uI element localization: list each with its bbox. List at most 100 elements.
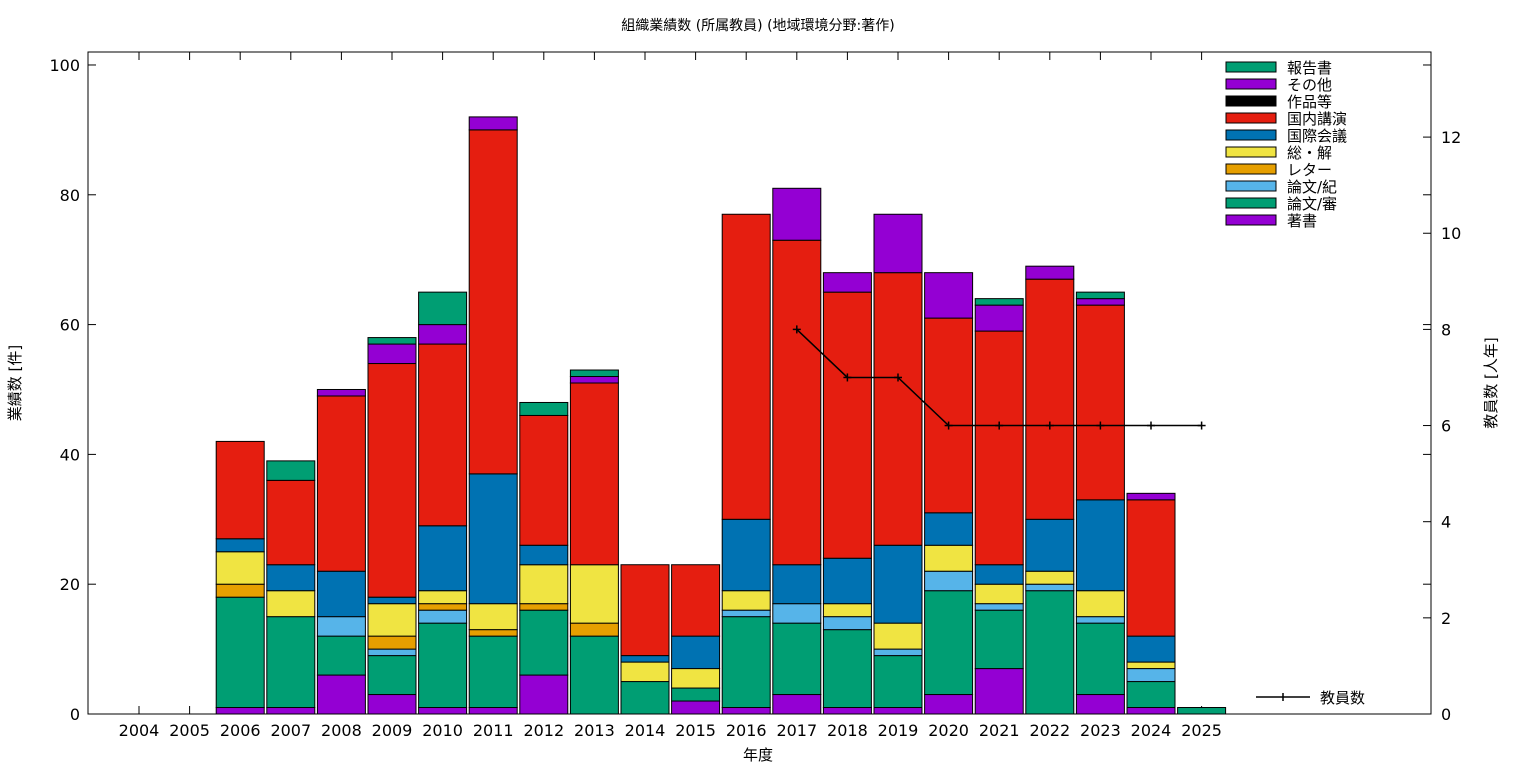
x-tick-label: 2004 xyxy=(119,721,160,740)
bar-segment xyxy=(924,272,974,319)
bar-segment xyxy=(569,564,619,624)
bar-segment xyxy=(1075,499,1125,592)
bar-segment xyxy=(721,518,771,592)
bar-segment xyxy=(316,616,366,637)
bar-segment xyxy=(468,629,518,637)
bar-segment xyxy=(772,187,822,241)
bar-segment xyxy=(215,583,265,598)
x-tick-label: 2022 xyxy=(1029,721,1070,740)
y-tick-label: 60 xyxy=(60,316,80,335)
bar-segment xyxy=(1075,616,1125,624)
bar-segment xyxy=(721,609,771,618)
bar-segment xyxy=(721,616,771,709)
y-axis-label: 業績数 [件] xyxy=(6,345,24,421)
bar-segment xyxy=(1025,278,1075,520)
line-legend-label: 教員数 xyxy=(1320,689,1365,707)
bar-segment xyxy=(924,317,974,514)
bar-segment xyxy=(924,512,974,546)
bar-segment xyxy=(1075,304,1125,501)
bar-segment xyxy=(519,564,569,605)
bar-segment xyxy=(873,622,923,650)
legend-swatch xyxy=(1225,129,1277,141)
bar-segment xyxy=(1025,518,1075,572)
bar-segment xyxy=(1126,661,1176,670)
bar-segment xyxy=(519,401,569,416)
bar-segment xyxy=(1025,583,1075,592)
bar-segment xyxy=(974,609,1024,670)
bar-segment xyxy=(569,369,619,378)
y-tick-label: 20 xyxy=(60,575,80,594)
x-tick-label: 2019 xyxy=(878,721,919,740)
bars xyxy=(215,116,1227,715)
legend-swatch xyxy=(1225,146,1277,158)
legend-label: その他 xyxy=(1287,76,1332,94)
bar-segment xyxy=(367,603,417,637)
bar-segment xyxy=(974,564,1024,585)
y2-tick-label: 12 xyxy=(1441,128,1461,147)
bar-segment xyxy=(468,116,518,131)
bar-segment xyxy=(924,694,974,715)
bar-segment xyxy=(367,337,417,345)
bar-segment xyxy=(215,440,265,540)
bar-segment xyxy=(974,583,1024,605)
y-tick-label: 0 xyxy=(70,705,80,724)
x-tick-label: 2015 xyxy=(675,721,716,740)
bar-segment xyxy=(519,609,569,676)
bar-segment xyxy=(215,551,265,585)
bar-segment xyxy=(671,564,721,637)
bar-segment xyxy=(367,343,417,365)
bar-segment xyxy=(316,395,366,572)
bar-segment xyxy=(772,603,822,624)
bar-segment xyxy=(266,590,316,618)
bar-segment xyxy=(1075,590,1125,618)
bar-segment xyxy=(1126,635,1176,663)
bar-segment xyxy=(772,622,822,696)
bar-segment xyxy=(266,616,316,709)
x-tick-label: 2016 xyxy=(726,721,767,740)
bar-segment xyxy=(418,590,468,605)
legend-label: レター xyxy=(1287,161,1332,179)
x-tick-label: 2025 xyxy=(1181,721,1222,740)
bar-segment xyxy=(1126,681,1176,709)
x-tick-label: 2010 xyxy=(422,721,463,740)
bar-segment xyxy=(772,564,822,605)
y2-axis-label: 教員数 [人年] xyxy=(1482,337,1500,428)
legend-swatch xyxy=(1225,78,1277,90)
bar-segment xyxy=(924,544,974,572)
bar-segment xyxy=(367,648,417,657)
y-tick-label: 80 xyxy=(60,186,80,205)
y2-tick-label: 8 xyxy=(1441,320,1451,339)
bar-segment xyxy=(468,635,518,709)
y2-tick-label: 4 xyxy=(1441,513,1451,532)
y-tick-label: 100 xyxy=(49,56,80,75)
bar-segment xyxy=(822,707,872,715)
bar-segment xyxy=(974,304,1024,332)
bar-segment xyxy=(1025,265,1075,280)
bar-segment xyxy=(671,635,721,670)
bar-segment xyxy=(418,609,468,624)
x-tick-label: 2006 xyxy=(220,721,261,740)
legend-swatch xyxy=(1225,163,1277,175)
x-tick-label: 2024 xyxy=(1131,721,1172,740)
x-tick-label: 2013 xyxy=(574,721,615,740)
y2-ticks: 0 2 4 6 8 10 12 xyxy=(1423,128,1461,724)
x-tick-label: 2007 xyxy=(270,721,311,740)
bar-segment xyxy=(468,603,518,631)
bar-segment xyxy=(974,330,1024,566)
bar-segment xyxy=(367,363,417,598)
bar-segment xyxy=(418,324,468,345)
bar-segment xyxy=(822,629,872,709)
bar-segment xyxy=(772,239,822,566)
bar-segment xyxy=(671,668,721,689)
bar-segment xyxy=(468,129,518,475)
bar-segment xyxy=(367,694,417,715)
bar-segment xyxy=(873,544,923,624)
legend-label: 作品等 xyxy=(1287,93,1332,111)
x-axis-label: 年度 xyxy=(743,746,773,764)
bar-segment xyxy=(974,603,1024,611)
bar-segment xyxy=(822,557,872,605)
x-tick-label: 2005 xyxy=(169,721,210,740)
bar-segment xyxy=(620,681,670,715)
bar-segment xyxy=(266,460,316,481)
legend-swatch xyxy=(1225,180,1277,192)
